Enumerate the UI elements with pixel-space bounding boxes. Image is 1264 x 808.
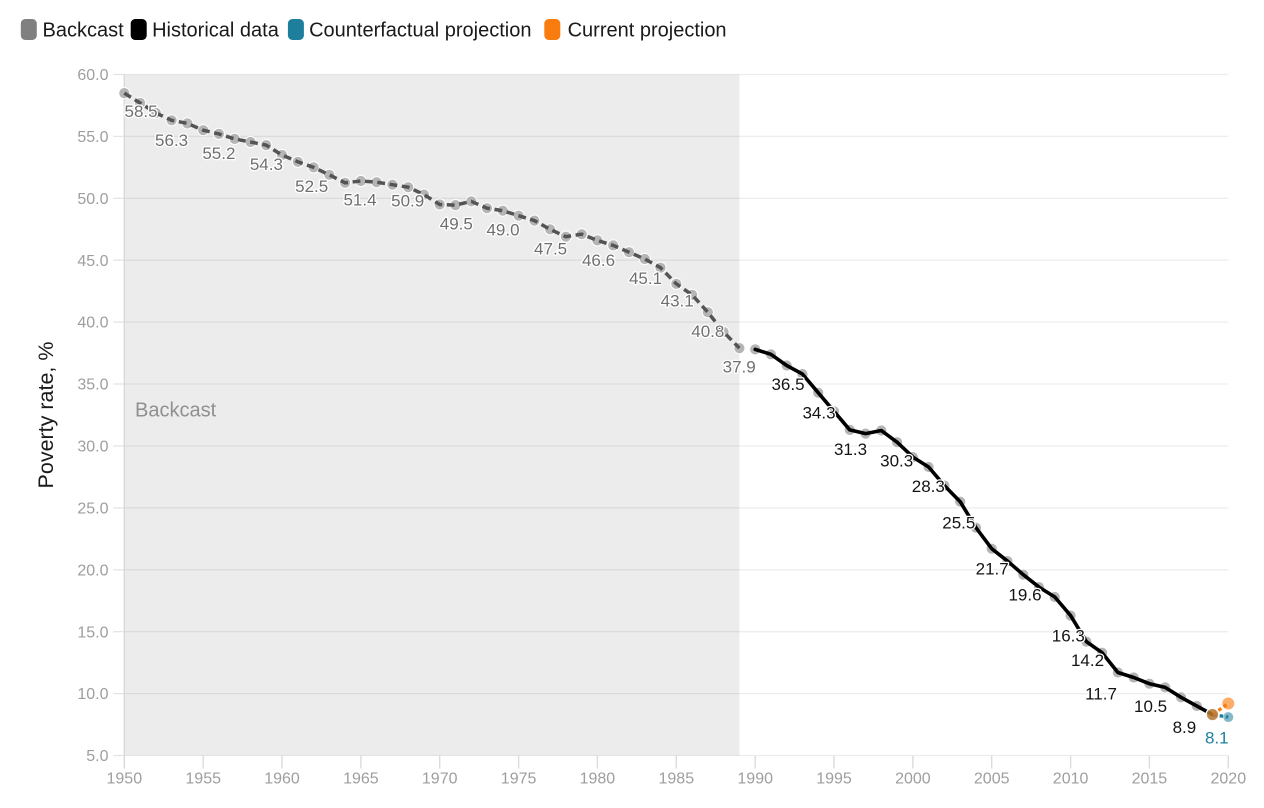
svg-text:40.8: 40.8 — [691, 322, 724, 341]
svg-text:Historical data: Historical data — [152, 20, 280, 42]
svg-text:40.0: 40.0 — [77, 315, 108, 332]
svg-text:35.0: 35.0 — [77, 377, 108, 394]
svg-text:60.0: 60.0 — [77, 67, 108, 84]
svg-text:43.1: 43.1 — [661, 292, 694, 311]
svg-text:50.0: 50.0 — [77, 191, 108, 208]
svg-text:30.3: 30.3 — [880, 452, 913, 471]
svg-text:56.3: 56.3 — [155, 131, 188, 150]
svg-text:1975: 1975 — [501, 771, 537, 788]
svg-text:Backcast: Backcast — [43, 20, 125, 42]
svg-text:1970: 1970 — [422, 771, 458, 788]
svg-text:55.0: 55.0 — [77, 129, 108, 146]
svg-text:1955: 1955 — [185, 771, 221, 788]
svg-text:16.3: 16.3 — [1052, 627, 1085, 646]
svg-text:8.1: 8.1 — [1205, 728, 1229, 747]
svg-text:20.0: 20.0 — [77, 562, 108, 579]
svg-text:8.9: 8.9 — [1173, 718, 1197, 737]
svg-text:51.4: 51.4 — [343, 190, 376, 209]
svg-text:25.0: 25.0 — [77, 501, 108, 518]
svg-text:5.0: 5.0 — [86, 748, 108, 765]
svg-text:54.3: 54.3 — [250, 155, 283, 174]
svg-text:10.5: 10.5 — [1134, 697, 1167, 716]
svg-text:2020: 2020 — [1211, 771, 1247, 788]
svg-text:25.5: 25.5 — [942, 514, 975, 533]
svg-text:1985: 1985 — [659, 771, 695, 788]
svg-text:49.0: 49.0 — [486, 221, 519, 240]
svg-text:1980: 1980 — [580, 771, 616, 788]
svg-text:2000: 2000 — [895, 771, 931, 788]
svg-text:37.9: 37.9 — [723, 358, 756, 377]
svg-text:45.1: 45.1 — [629, 269, 662, 288]
svg-text:55.2: 55.2 — [202, 144, 235, 163]
svg-text:21.7: 21.7 — [976, 559, 1009, 578]
svg-text:50.9: 50.9 — [391, 192, 424, 211]
svg-text:36.5: 36.5 — [771, 375, 804, 394]
svg-text:47.5: 47.5 — [534, 240, 567, 259]
svg-text:Counterfactual projection: Counterfactual projection — [309, 20, 531, 42]
svg-text:1990: 1990 — [737, 771, 773, 788]
svg-text:31.3: 31.3 — [834, 440, 867, 459]
svg-text:28.3: 28.3 — [912, 477, 945, 496]
svg-text:52.5: 52.5 — [295, 177, 328, 196]
svg-text:1950: 1950 — [107, 771, 143, 788]
svg-text:Backcast: Backcast — [135, 400, 217, 422]
svg-text:2005: 2005 — [974, 771, 1010, 788]
svg-text:30.0: 30.0 — [77, 439, 108, 456]
svg-text:10.0: 10.0 — [77, 686, 108, 703]
svg-text:46.6: 46.6 — [582, 251, 615, 270]
svg-text:Poverty rate, %: Poverty rate, % — [34, 342, 58, 489]
svg-text:49.5: 49.5 — [440, 214, 473, 233]
svg-text:2010: 2010 — [1053, 771, 1089, 788]
svg-text:2015: 2015 — [1132, 771, 1168, 788]
svg-text:11.7: 11.7 — [1085, 684, 1117, 703]
svg-text:19.6: 19.6 — [1008, 585, 1041, 604]
svg-text:34.3: 34.3 — [802, 403, 835, 422]
svg-text:58.5: 58.5 — [125, 102, 158, 121]
svg-text:1995: 1995 — [816, 771, 852, 788]
svg-text:14.2: 14.2 — [1071, 651, 1104, 670]
svg-text:15.0: 15.0 — [77, 624, 108, 641]
svg-text:45.0: 45.0 — [77, 253, 108, 270]
svg-text:1960: 1960 — [264, 771, 300, 788]
svg-text:1965: 1965 — [343, 771, 379, 788]
svg-text:Current projection: Current projection — [568, 20, 727, 42]
